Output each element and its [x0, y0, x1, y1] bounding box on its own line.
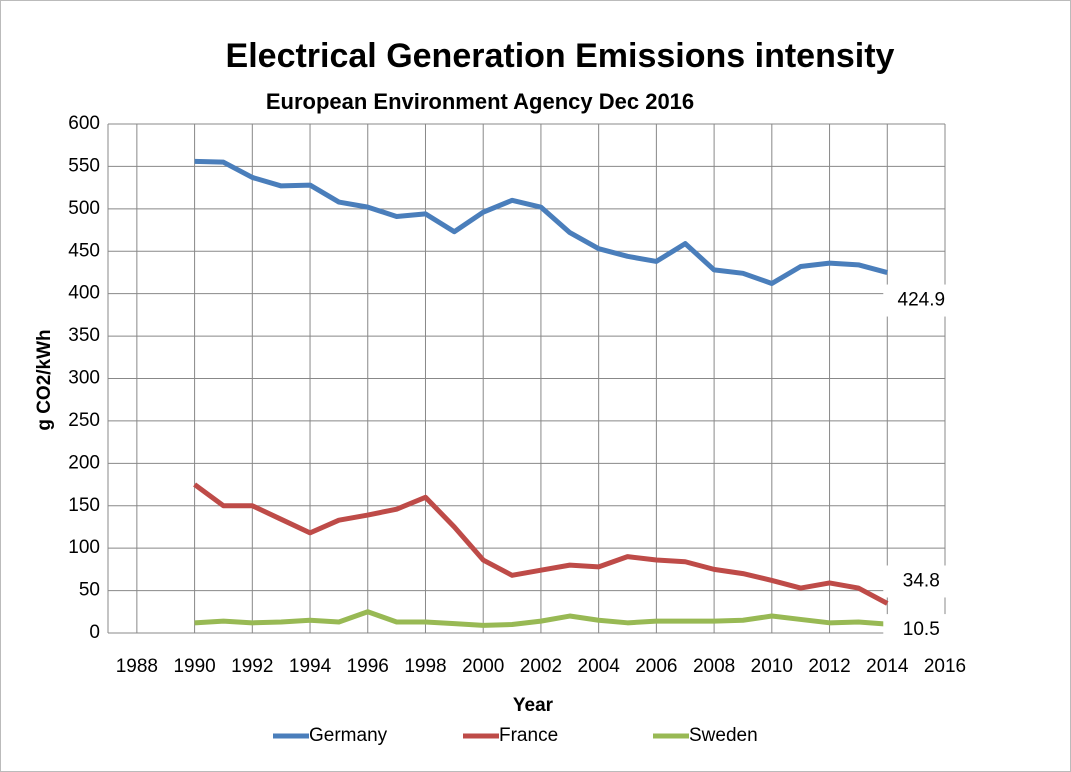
y-tick-label: 500	[68, 198, 100, 219]
x-tick-label: 2000	[462, 656, 504, 677]
y-tick-label: 350	[68, 325, 100, 346]
series-line	[193, 482, 889, 606]
x-tick-label: 2014	[866, 656, 909, 677]
y-tick-label: 200	[68, 452, 100, 473]
y-tick-label: 50	[79, 580, 100, 601]
data-label: 424.9	[898, 290, 946, 311]
y-tick-label: 600	[68, 113, 100, 134]
y-tick-label: 150	[68, 495, 100, 516]
legend-label: Sweden	[689, 725, 758, 746]
data-label: 10.5	[903, 619, 940, 640]
y-tick-label: 400	[68, 283, 100, 304]
chart-subtitle: European Environment Agency Dec 2016	[266, 89, 694, 114]
x-tick-label: 1998	[404, 656, 446, 677]
y-tick-label: 100	[68, 537, 100, 558]
x-tick-label: 1992	[231, 656, 273, 677]
x-tick-label: 2006	[635, 656, 677, 677]
x-tick-label: 2010	[751, 656, 793, 677]
x-tick-label: 2008	[693, 656, 735, 677]
legend-label: France	[499, 725, 558, 746]
y-tick-label: 0	[89, 622, 100, 643]
series-line	[194, 158, 888, 286]
data-label-box	[883, 284, 960, 317]
x-tick-label: 2004	[578, 656, 621, 677]
y-tick-label: 550	[68, 155, 100, 176]
data-label-box	[883, 565, 960, 598]
x-tick-label: 2002	[520, 656, 562, 677]
x-tick-label: 1988	[116, 656, 158, 677]
y-tick-label: 450	[68, 240, 100, 261]
x-tick-label: 2016	[924, 656, 966, 677]
chart-title: Electrical Generation Emissions intensit…	[226, 37, 895, 75]
y-tick-label: 300	[68, 368, 100, 389]
y-tick-label: 250	[68, 410, 100, 431]
x-tick-label: 1994	[289, 656, 332, 677]
data-label: 34.8	[903, 570, 940, 591]
data-label-box	[883, 614, 960, 647]
x-tick-label: 1996	[347, 656, 389, 677]
series-line	[194, 609, 888, 628]
legend-label: Germany	[309, 725, 388, 746]
x-tick-label: 1990	[173, 656, 215, 677]
y-axis-label: g CO2/kWh	[34, 329, 55, 430]
x-tick-label: 2012	[808, 656, 850, 677]
x-axis-label: Year	[513, 695, 554, 716]
